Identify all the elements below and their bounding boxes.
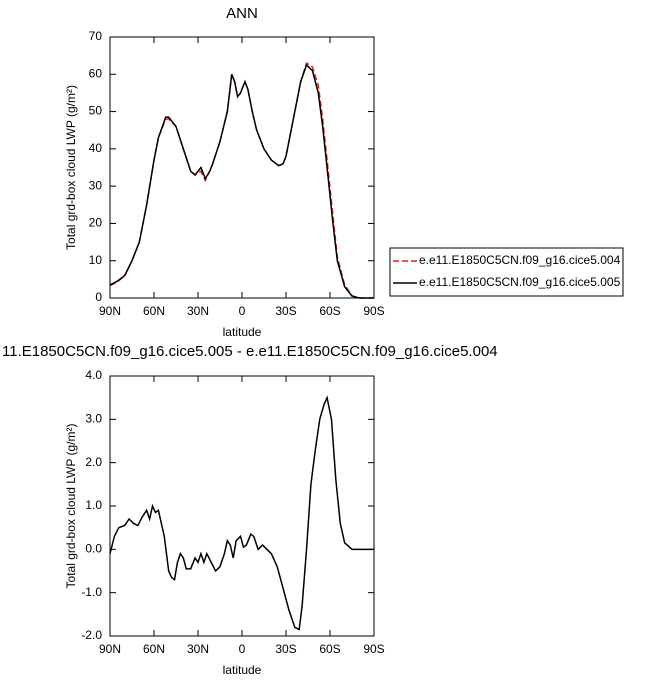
y-tick-label: -2.0: [81, 628, 102, 642]
x-axis-label: latitude: [223, 663, 262, 677]
y-tick-label: 20: [89, 216, 103, 230]
x-tick-label: 30S: [275, 304, 296, 318]
x-tick-label: 90S: [363, 642, 384, 656]
x-tick-label: 60N: [143, 642, 165, 656]
data-line: [109, 61, 374, 299]
x-tick-label: 90S: [363, 304, 384, 318]
y-tick-label: 70: [89, 29, 103, 43]
data-line: [109, 63, 374, 299]
x-tick-label: 0: [239, 304, 246, 318]
plot-frame: [109, 36, 375, 299]
legend-box: [389, 247, 624, 297]
y-tick-label: 4.0: [85, 368, 102, 382]
y-tick-label: 0: [95, 290, 102, 304]
x-tick-label: 90N: [99, 304, 121, 318]
y-axis-label: Total grd-box cloud LWP (g/m²): [64, 85, 78, 250]
x-tick-label: 60S: [319, 304, 340, 318]
y-tick-label: 1.0: [85, 498, 102, 512]
x-tick-label: 30N: [187, 304, 209, 318]
x-tick-label: 30N: [187, 642, 209, 656]
y-tick-label: 60: [89, 66, 103, 80]
plot-frame: [109, 375, 375, 637]
x-tick-label: 0: [239, 642, 246, 656]
y-tick-label: 2.0: [85, 455, 102, 469]
y-tick-label: 40: [89, 141, 103, 155]
y-tick-label: 50: [89, 104, 103, 118]
y-tick-label: 10: [89, 253, 103, 267]
y-tick-label: -1.0: [81, 585, 102, 599]
y-tick-label: 0.0: [85, 542, 102, 556]
y-axis-label: Total grd-box cloud LWP (g/m²): [64, 424, 78, 589]
y-tick-label: 3.0: [85, 412, 102, 426]
x-tick-label: 60N: [143, 304, 165, 318]
legend-label: e.e11.E1850C5CN.f09_g16.cice5.005: [419, 275, 621, 289]
legend-label: e.e11.E1850C5CN.f09_g16.cice5.004: [419, 253, 621, 267]
x-tick-label: 60S: [319, 642, 340, 656]
x-tick-label: 90N: [99, 642, 121, 656]
x-tick-label: 30S: [275, 642, 296, 656]
y-tick-label: 30: [89, 178, 103, 192]
x-axis-label: latitude: [223, 325, 262, 339]
chart-title: 11.E1850C5CN.f09_g16.cice5.005 - e.e11.E…: [2, 343, 498, 360]
chart-title: ANN: [226, 5, 258, 22]
data-line: [109, 395, 374, 631]
